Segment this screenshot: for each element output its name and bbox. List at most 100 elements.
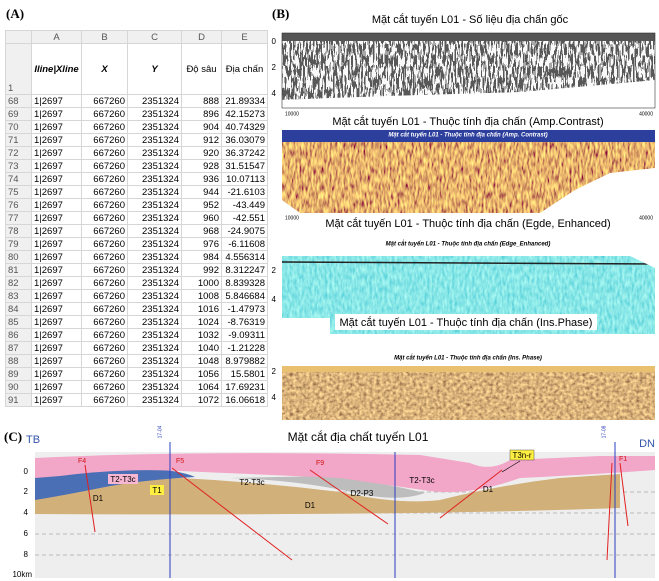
cell: 944 [182, 186, 222, 199]
cell: 667260 [82, 355, 128, 368]
fault-label: F4 [78, 458, 86, 465]
header-cell: Iline|Xline [32, 44, 82, 95]
cell: 2351324 [128, 290, 182, 303]
data-row: 741|2697667260235132493610.07113 [6, 173, 268, 186]
cell: 2351324 [128, 186, 182, 199]
cell: 667260 [82, 199, 128, 212]
cell: 15.5801 [222, 368, 268, 381]
end-label: TB [26, 434, 40, 446]
cell: -43.449 [222, 199, 268, 212]
corner-cell [6, 31, 32, 44]
cell: 10.07113 [222, 173, 268, 186]
header-cell: X [82, 44, 128, 95]
cell: 1|2697 [32, 238, 82, 251]
row-number: 89 [6, 368, 32, 381]
panel-label: (C) [4, 429, 22, 444]
cell: 8.979882 [222, 355, 268, 368]
cell: 667260 [82, 225, 128, 238]
cell: 4.556314 [222, 251, 268, 264]
cell: 1|2697 [32, 121, 82, 134]
cell: 1|2697 [32, 303, 82, 316]
cell: 2351324 [128, 264, 182, 277]
cell: 21.89334 [222, 95, 268, 108]
cell: 667260 [82, 173, 128, 186]
cell: 2351324 [128, 316, 182, 329]
cell: 904 [182, 121, 222, 134]
cell: 2351324 [128, 238, 182, 251]
header-cell: Độ sâu [182, 44, 222, 95]
cell: 667260 [82, 303, 128, 316]
cell: 667260 [82, 186, 128, 199]
cell: 2351324 [128, 95, 182, 108]
cell: 2351324 [128, 134, 182, 147]
depth-tick: 0 [272, 37, 277, 46]
column-letter: C [128, 31, 182, 44]
cell: 667260 [82, 342, 128, 355]
panel-label: (B) [272, 6, 289, 21]
row-number: 85 [6, 316, 32, 329]
cell: -1.21228 [222, 342, 268, 355]
cell: -1.47973 [222, 303, 268, 316]
cell: 2351324 [128, 381, 182, 394]
data-row: 801|269766726023513249844.556314 [6, 251, 268, 264]
page: (A) (B) Mặt cắt tuyến L01 - Số liệu địa … [0, 0, 659, 581]
header-row: 1Iline|XlineXYĐộ sâuĐịa chấn [6, 44, 268, 95]
well-label: 17-08 [601, 425, 607, 438]
end-label: DN [639, 438, 655, 450]
cell: 17.69231 [222, 381, 268, 394]
layer-label: T3n-r [512, 451, 531, 460]
cell: 2351324 [128, 303, 182, 316]
cell: 667260 [82, 381, 128, 394]
data-row: 701|2697667260235132490440.74329 [6, 121, 268, 134]
cell: 1000 [182, 277, 222, 290]
cell: 667260 [82, 121, 128, 134]
cell: 1|2697 [32, 251, 82, 264]
header-cell: Y [128, 44, 182, 95]
row-number: 1 [6, 44, 32, 95]
cell: 1|2697 [32, 329, 82, 342]
cell: 2351324 [128, 173, 182, 186]
cell: 667260 [82, 368, 128, 381]
cell: 896 [182, 108, 222, 121]
depth-tick: 6 [24, 529, 29, 538]
depth-axis: 0 2 4 6 8 10km [12, 467, 32, 579]
cell: 2351324 [128, 199, 182, 212]
cell: 1|2697 [32, 368, 82, 381]
section-title: Mặt cắt tuyến L01 - Số liệu địa chấn gốc [372, 13, 569, 26]
data-row: 681|2697667260235132488821.89334 [6, 95, 268, 108]
cell: 1|2697 [32, 394, 82, 407]
column-letter: D [182, 31, 222, 44]
section-title: Mặt cắt tuyến L01 - Thuộc tính địa chấn … [340, 316, 593, 329]
header-cell: Địa chấn [222, 44, 268, 95]
row-number: 82 [6, 277, 32, 290]
cell: -42.551 [222, 212, 268, 225]
data-row: 811|269766726023513249928.312247 [6, 264, 268, 277]
row-number: 68 [6, 95, 32, 108]
x-tick: 40000 [639, 111, 653, 117]
layer-label: T2-T3c [110, 475, 135, 484]
cell: -24.9075 [222, 225, 268, 238]
cell: 2351324 [128, 368, 182, 381]
cell: 920 [182, 147, 222, 160]
cell: 992 [182, 264, 222, 277]
depth-tick: 8 [24, 550, 29, 559]
cell: 2351324 [128, 355, 182, 368]
data-row: 841|269766726023513241016-1.47973 [6, 303, 268, 316]
cell: 2351324 [128, 147, 182, 160]
cell: 667260 [82, 95, 128, 108]
layer-label: D1 [93, 494, 104, 503]
row-number: 70 [6, 121, 32, 134]
depth-tick: 4 [272, 89, 277, 98]
data-row: 861|269766726023513241032-9.09311 [6, 329, 268, 342]
cell: 936 [182, 173, 222, 186]
section-title: Mặt cắt tuyến L01 - Thuộc tính địa chấn … [325, 217, 610, 230]
cell: 1|2697 [32, 147, 82, 160]
cell: 976 [182, 238, 222, 251]
cell: 667260 [82, 147, 128, 160]
cell: 1008 [182, 290, 222, 303]
data-row: 791|26976672602351324976-6.11608 [6, 238, 268, 251]
cell: 1040 [182, 342, 222, 355]
